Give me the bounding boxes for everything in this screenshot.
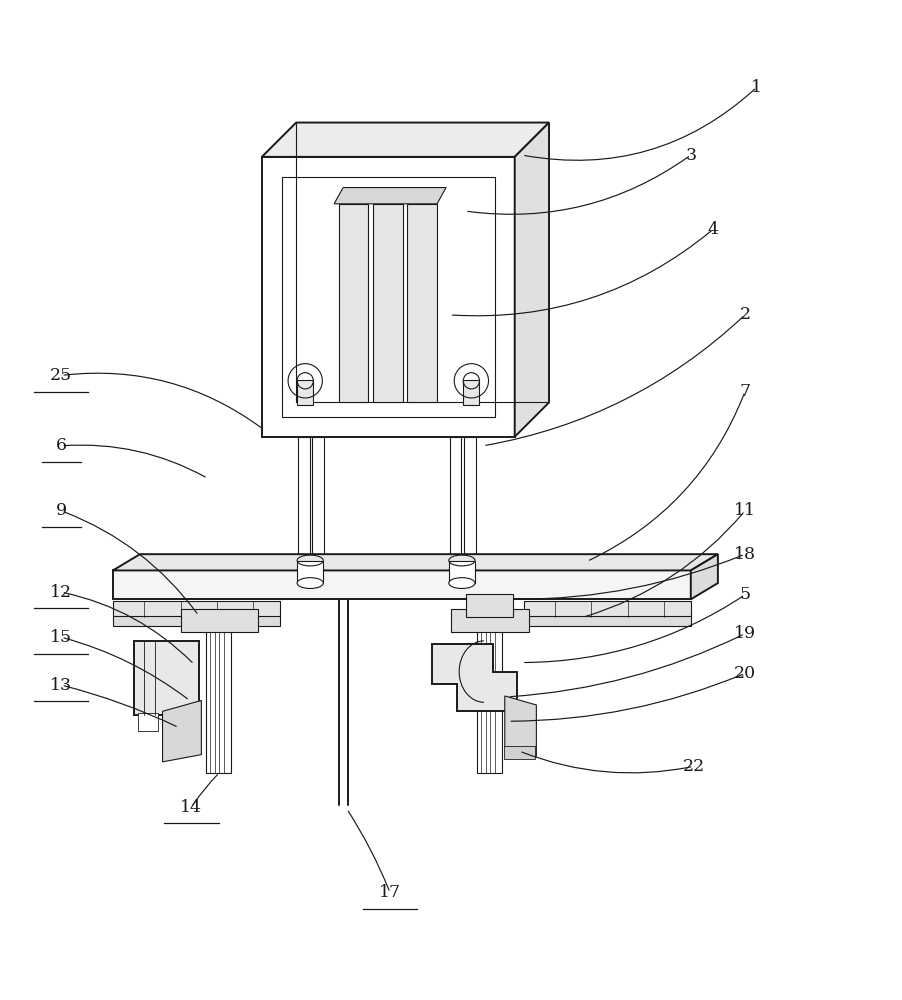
Text: 20: 20 [733,665,755,682]
Bar [523,616,690,626]
Text: 14: 14 [180,799,202,816]
Bar [133,641,198,715]
Polygon shape [162,700,201,762]
Bar [463,380,479,405]
Bar [180,609,258,632]
Bar [407,204,437,402]
Polygon shape [504,696,536,756]
Text: 4: 4 [707,221,718,238]
Text: 9: 9 [56,502,67,519]
Bar [476,621,502,773]
Text: 1: 1 [750,79,761,96]
Bar [297,380,313,405]
Polygon shape [690,554,717,599]
Polygon shape [514,123,548,437]
Bar [113,601,280,617]
Bar [523,601,690,617]
Text: 15: 15 [51,629,72,646]
Bar [206,621,231,773]
Bar [298,437,309,577]
Text: 22: 22 [682,758,704,775]
Polygon shape [113,554,717,570]
Bar [448,561,474,583]
Text: 2: 2 [739,306,750,323]
Bar [449,437,461,577]
Text: 5: 5 [739,586,750,603]
Text: 25: 25 [51,367,72,384]
Bar [451,609,529,632]
Bar [464,437,475,577]
Bar [281,177,494,417]
Bar [297,561,323,583]
Text: 13: 13 [51,677,72,694]
Polygon shape [262,123,548,157]
Text: 12: 12 [51,584,72,601]
Bar [312,437,324,577]
Ellipse shape [297,578,323,588]
Polygon shape [431,644,517,711]
Bar [162,713,182,731]
Bar [113,616,280,626]
Bar [262,157,514,437]
Bar [138,713,158,731]
Polygon shape [334,188,446,204]
Text: 7: 7 [739,383,750,400]
Bar [465,594,512,617]
Text: 6: 6 [56,437,67,454]
Ellipse shape [448,578,474,588]
Bar [373,204,402,402]
Bar [503,746,535,759]
Bar [338,204,368,402]
Text: 19: 19 [733,625,755,642]
Bar [113,570,690,599]
Text: 17: 17 [379,884,400,901]
Text: 3: 3 [685,147,695,164]
Text: 18: 18 [733,546,755,563]
Text: 11: 11 [733,502,755,519]
